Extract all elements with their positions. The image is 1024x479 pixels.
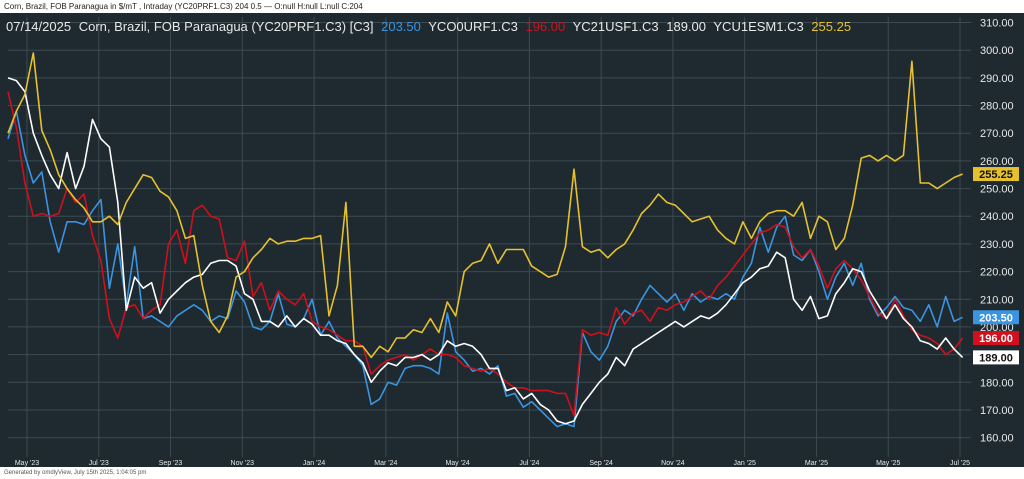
y-tick-label: 300.00 xyxy=(980,45,1014,57)
last-value-text: 189.00 xyxy=(979,352,1013,364)
x-tick-label: May '25 xyxy=(876,460,900,467)
x-tick-label: Sep '24 xyxy=(589,460,613,467)
last-value-label: 255.25 xyxy=(973,167,1019,182)
chart-area[interactable]: 160.00170.00180.00190.00200.00210.00220.… xyxy=(0,13,1024,467)
y-tick-label: 200.00 xyxy=(980,322,1014,334)
price-chart[interactable]: 160.00170.00180.00190.00200.00210.00220.… xyxy=(0,13,1024,467)
y-tick-label: 170.00 xyxy=(980,405,1014,417)
header-s3-name: YC21USF1.C3 xyxy=(573,19,659,34)
y-tick-label: 270.00 xyxy=(980,128,1014,140)
header-s1-value: 203.50 xyxy=(381,19,421,34)
series-line-0 xyxy=(7,110,963,428)
x-tick-label: Sep '23 xyxy=(159,460,183,467)
y-tick-label: 250.00 xyxy=(980,184,1014,196)
x-tick-label: Jul '25 xyxy=(950,460,970,467)
svg-text:07/14/2025 Corn, Brazi: 07/14/2025 Corn, Brazil, FOB Paranagua (… xyxy=(6,19,851,34)
y-tick-label: 280.00 xyxy=(980,101,1014,113)
x-axis: May '23 Jul '23 Sep '23 Nov '23 Jan '24 Mar '… xyxy=(15,460,970,467)
topbar-info: Corn, Brazil, FOB Paranagua in $/mT , In… xyxy=(0,0,1024,13)
header-s3-value: 189.00 xyxy=(666,19,706,34)
x-tick-label: Jul '23 xyxy=(89,460,109,467)
y-tick-label: 180.00 xyxy=(980,377,1014,389)
header-date: 07/14/2025 xyxy=(6,19,71,34)
header-s2-name: YCO0URF1.C3 xyxy=(428,19,518,34)
x-tick-label: Jan '24 xyxy=(303,460,325,467)
x-tick-label: Nov '23 xyxy=(231,460,255,467)
header-title: Corn, Brazil, FOB Paranagua (YC20PRF1.C3… xyxy=(79,19,374,34)
y-tick-label: 220.00 xyxy=(980,267,1014,279)
y-tick-label: 310.00 xyxy=(980,18,1014,30)
x-tick-label: May '24 xyxy=(445,460,469,467)
header-s4-value: 255.25 xyxy=(811,19,851,34)
header-s4-name: YCU1ESM1.C3 xyxy=(713,19,803,34)
header-s2-value: 196.00 xyxy=(525,19,565,34)
series-lines xyxy=(7,52,964,428)
y-tick-label: 290.00 xyxy=(980,73,1014,85)
last-value-box xyxy=(973,167,1019,182)
last-value-labels: 203.50 196.00 189.00 255.25 xyxy=(973,167,1019,365)
y-tick-label: 210.00 xyxy=(980,294,1014,306)
grid-lines xyxy=(8,17,971,457)
last-value-box xyxy=(973,331,1019,346)
x-tick-label: Nov '24 xyxy=(661,460,685,467)
x-tick-label: Mar '25 xyxy=(805,460,828,467)
x-tick-label: Mar '24 xyxy=(374,460,397,467)
last-value-text: 203.50 xyxy=(979,312,1013,324)
last-value-label: 189.00 xyxy=(973,350,1019,365)
last-value-label: 203.50 xyxy=(973,310,1019,325)
x-tick-label: May '23 xyxy=(15,460,39,467)
footer-credit: Generated by omdlyView, July 15th 2025, … xyxy=(0,467,1024,479)
series-line-3 xyxy=(7,52,963,359)
x-tick-label: Jul '24 xyxy=(519,460,539,467)
last-value-box xyxy=(973,350,1019,365)
x-tick-label: Jan '25 xyxy=(734,460,756,467)
y-tick-label: 230.00 xyxy=(980,239,1014,251)
last-value-box xyxy=(973,310,1019,325)
y-tick-label: 160.00 xyxy=(980,433,1014,445)
series-line-1 xyxy=(7,91,964,417)
y-tick-label: 240.00 xyxy=(980,211,1014,223)
y-axis: 160.00170.00180.00190.00200.00210.00220.… xyxy=(980,18,1014,445)
y-tick-label: 260.00 xyxy=(980,156,1014,168)
last-value-label: 196.00 xyxy=(973,331,1019,346)
last-value-text: 255.25 xyxy=(979,169,1013,181)
chart-header: 07/14/2025 Corn, Brazil, FOB Paranagua (… xyxy=(6,19,851,34)
last-value-text: 196.00 xyxy=(979,333,1013,345)
series-line-2 xyxy=(7,77,964,425)
